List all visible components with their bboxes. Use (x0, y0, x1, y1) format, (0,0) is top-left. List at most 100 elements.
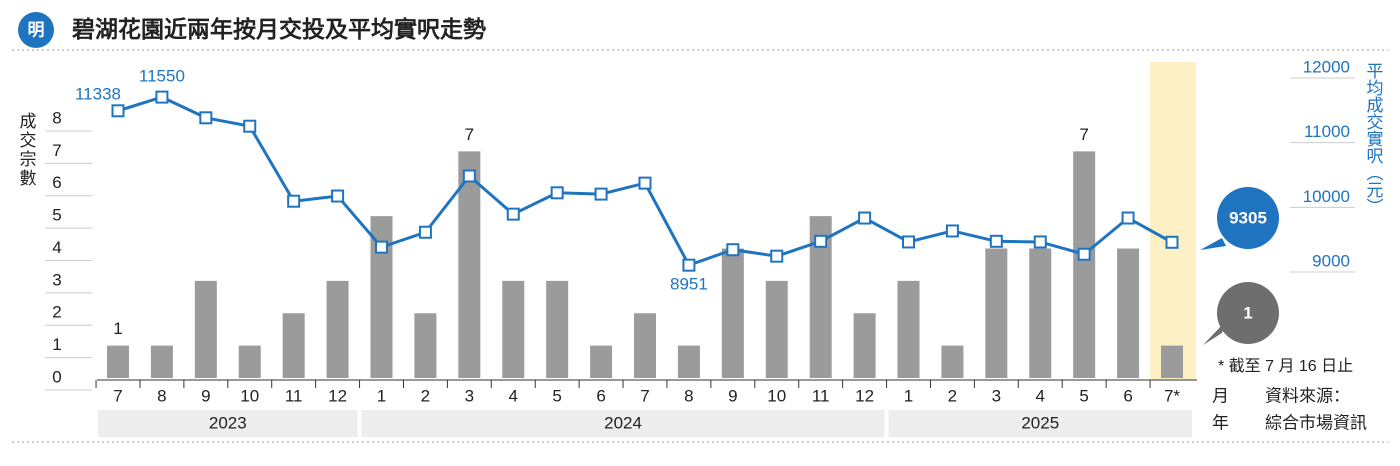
marker (550, 186, 564, 200)
bar (107, 345, 129, 378)
chart-title: 碧湖花園近兩年按月交投及平均實呎走勢 (71, 16, 486, 42)
year-band (98, 410, 358, 437)
y-tick-label: 3 (52, 270, 61, 289)
value-label: 7 (1079, 125, 1088, 144)
x-tick-label: 1 (904, 386, 913, 405)
y-tick-label: 8 (52, 108, 61, 127)
highlight-column (1150, 62, 1196, 380)
value-label: 7 (465, 125, 474, 144)
x-tick-label: 7* (1164, 386, 1180, 405)
marker (858, 211, 872, 225)
x-tick-label: 4 (1036, 386, 1045, 405)
callout-label: 1 (1243, 303, 1252, 322)
bar (502, 280, 525, 378)
marker (726, 243, 740, 257)
marker (462, 169, 476, 183)
y2-axis-label: 平均成交實呎（元） (1364, 62, 1384, 215)
bar (590, 345, 613, 378)
value-label: 1 (113, 319, 122, 338)
bar (897, 280, 920, 378)
year-label: 年 (1212, 413, 1229, 432)
marker (902, 235, 915, 249)
note: * 截至 7 月 16 日止 (1218, 357, 1353, 375)
y2-tick-label: 9000 (1312, 251, 1350, 270)
marker (682, 258, 696, 272)
bar (546, 280, 569, 378)
bar (721, 248, 744, 378)
y-tick-label: 1 (52, 335, 61, 354)
x-tick-label: 2 (948, 386, 957, 405)
x-tick-label: 4 (509, 386, 518, 405)
x-tick-label: 5 (552, 386, 561, 405)
x-tick-label: 10 (767, 386, 786, 405)
year-band (361, 410, 885, 437)
x-tick-label: 8 (157, 386, 166, 405)
bar (282, 313, 305, 378)
x-tick-label: 10 (240, 386, 259, 405)
x-tick-label: 7 (640, 386, 649, 405)
bar (634, 313, 656, 378)
marker (199, 111, 213, 125)
y-tick-label: 2 (52, 303, 61, 322)
year-label: 2023 (209, 413, 247, 432)
bar (414, 313, 437, 378)
marker (418, 225, 432, 239)
bar (1029, 248, 1052, 378)
marker (287, 194, 301, 208)
callout-bubble (1203, 321, 1226, 345)
value-label: 8951 (670, 275, 708, 294)
callout-bubble (1200, 238, 1226, 250)
x-tick-label: 11 (812, 386, 830, 405)
y2-tick-label: 11000 (1304, 122, 1350, 141)
callout-bubble (1217, 187, 1279, 249)
bar (370, 216, 393, 378)
value-label: 11338 (75, 84, 121, 103)
marker (243, 119, 257, 133)
marker (945, 224, 959, 238)
bar (985, 248, 1008, 378)
x-tick-label: 6 (1123, 386, 1132, 405)
year-label: 2025 (1021, 413, 1059, 432)
source-line: 資料來源： (1265, 386, 1350, 405)
x-tick-label: 12 (328, 386, 347, 405)
x-tick-label: 2 (421, 386, 430, 405)
x-tick-label: 11 (285, 386, 303, 405)
x-tick-label: 1 (377, 386, 386, 405)
bar (458, 151, 481, 378)
callout-bubble (1217, 282, 1279, 344)
y-tick-label: 7 (52, 141, 61, 160)
marker (331, 189, 345, 203)
x-tick-label: 8 (684, 386, 693, 405)
bar (1073, 151, 1096, 378)
marker (111, 104, 125, 118)
bar (809, 216, 832, 378)
x-tick-label: 3 (465, 386, 474, 405)
marker (155, 90, 169, 104)
marker (1077, 247, 1091, 261)
bar (1161, 345, 1183, 378)
marker (1033, 235, 1047, 249)
logo-badge (18, 12, 54, 48)
marker (506, 207, 520, 221)
y2-tick-label: 12000 (1303, 57, 1350, 76)
x-tick-label: 9 (728, 386, 737, 405)
y-axis-label: 成交宗數 (17, 112, 37, 188)
y-tick-label: 0 (52, 367, 61, 386)
bar (1117, 248, 1140, 378)
marker (989, 234, 1003, 248)
x-tick-label: 3 (992, 386, 1001, 405)
y2-tick-label: 10000 (1303, 187, 1350, 206)
bar (326, 280, 349, 378)
marker (1121, 211, 1135, 225)
y-tick-label: 6 (52, 173, 61, 192)
year-label: 2024 (604, 413, 642, 432)
bar (853, 313, 876, 378)
bar (677, 345, 700, 378)
bar (194, 280, 217, 378)
bar (765, 280, 788, 378)
x-tick-label: 12 (855, 386, 874, 405)
marker (638, 176, 652, 190)
x-tick-label: 5 (1079, 386, 1088, 405)
marker (375, 240, 388, 254)
